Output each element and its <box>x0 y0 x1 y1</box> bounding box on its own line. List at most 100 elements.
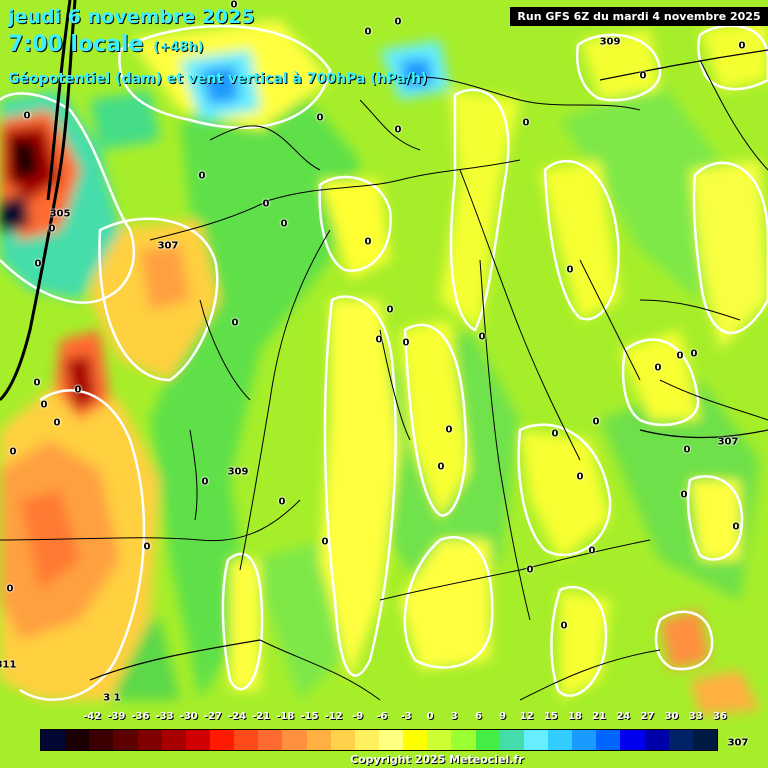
zero-label: 0 <box>394 16 402 28</box>
legend-swatch <box>523 730 548 750</box>
legend-tick-label: 15 <box>543 711 558 722</box>
zero-label: 0 <box>230 0 238 11</box>
zero-label: 0 <box>654 362 662 374</box>
zero-label: 0 <box>394 124 402 136</box>
local-time: 7:00 locale <box>8 32 144 57</box>
legend-swatch <box>451 730 476 750</box>
geo-label: 307 <box>717 436 739 448</box>
copyright: Copyright 2025 Meteociel.fr <box>350 753 524 766</box>
zero-label: 0 <box>690 348 698 360</box>
color-legend: -42 -39 -36 -33 -30 -27 -24 -21 -18 -15 -12 -9 -6 -3 0… <box>40 711 727 751</box>
zero-label: 0 <box>201 476 209 488</box>
legend-swatch <box>306 730 331 750</box>
legend-tick-label: -39 <box>107 711 126 722</box>
legend-tick-label: -6 <box>376 711 388 722</box>
legend-swatch <box>185 730 210 750</box>
zero-label: 0 <box>738 40 746 52</box>
legend-swatch <box>692 730 717 750</box>
legend-tick-label: -33 <box>155 711 174 722</box>
zero-label: 0 <box>437 461 445 473</box>
geopotential-thin-lines <box>89 49 768 681</box>
zero-label: 0 <box>198 170 206 182</box>
zero-label: 0 <box>551 428 559 440</box>
zero-label: 0 <box>445 424 453 436</box>
legend-tick-label: 12 <box>519 711 534 722</box>
legend-tick-label: -12 <box>324 711 343 722</box>
legend-swatch <box>644 730 669 750</box>
zero-label: 0 <box>40 399 48 411</box>
zero-label: 0 <box>592 416 600 428</box>
zero-label: 0 <box>526 564 534 576</box>
zero-label: 0 <box>732 521 740 533</box>
geopotential-isolines <box>0 0 77 402</box>
legend-swatch <box>137 730 162 750</box>
legend-tick-label: 0 <box>426 711 434 722</box>
legend-swatch <box>403 730 428 750</box>
legend-swatch <box>282 730 307 750</box>
zero-label: 0 <box>262 198 270 210</box>
geo-label: 307 <box>727 737 749 749</box>
legend-swatch <box>596 730 621 750</box>
legend-swatch <box>378 730 404 750</box>
legend-swatch <box>41 730 66 750</box>
zero-label: 0 <box>316 112 324 124</box>
legend-tick-label: -9 <box>352 711 364 722</box>
zero-label: 0 <box>23 110 31 122</box>
parameter-title: Géopotentiel (dam) et vent vertical à 70… <box>8 71 428 87</box>
legend-tick-label: 27 <box>640 711 655 722</box>
legend-tick-label: -24 <box>227 711 247 722</box>
zero-label: 0 <box>143 541 151 553</box>
legend-tick-label: 21 <box>592 711 607 722</box>
zero-label: 0 <box>74 384 82 396</box>
legend-swatch <box>209 730 235 750</box>
run-info: Run GFS 6Z du mardi 4 novembre 2025 <box>510 7 768 26</box>
zero-label: 0 <box>375 334 383 346</box>
geo-label: 309 <box>599 36 621 48</box>
lead-time: (+48h) <box>153 40 204 55</box>
legend-swatch <box>668 730 693 750</box>
legend-tick-label: 36 <box>712 711 727 722</box>
legend-tick-label: -21 <box>252 711 271 722</box>
zero-label: 0 <box>680 489 688 501</box>
legend-tick-label: -42 <box>83 711 102 722</box>
zero-label: 0 <box>676 350 684 362</box>
zero-label: 0 <box>576 471 584 483</box>
legend-swatch <box>234 730 259 750</box>
legend-tick-label: -18 <box>276 711 295 722</box>
forecast-date: jeudi 6 novembre 2025 <box>8 6 255 28</box>
legend-swatch <box>89 730 114 750</box>
zero-contours <box>0 24 768 701</box>
borders-coastlines <box>0 59 768 701</box>
legend-swatch <box>547 730 573 750</box>
geo-label: 305 <box>49 208 71 220</box>
zero-label: 0 <box>588 545 596 557</box>
legend-tick-label: -36 <box>131 711 150 722</box>
zero-label: 0 <box>33 377 41 389</box>
zero-label: 0 <box>280 218 288 230</box>
zero-label: 0 <box>34 258 42 270</box>
legend-tick-label: 18 <box>568 711 582 722</box>
legend-tick-label: 30 <box>664 711 679 722</box>
geo-label: 309 <box>227 466 249 478</box>
legend-tick-label: -15 <box>300 711 319 722</box>
geo-label: 3 1 <box>103 692 121 704</box>
zero-label: 0 <box>364 236 372 248</box>
geo-label: 311 <box>0 659 17 671</box>
zero-label: 0 <box>566 264 574 276</box>
legend-swatch <box>161 730 186 750</box>
legend-swatch <box>113 730 138 750</box>
zero-label: 0 <box>321 536 329 548</box>
zero-label: 0 <box>231 317 239 329</box>
legend-tick-label: 33 <box>688 711 703 722</box>
zero-label: 0 <box>522 117 530 129</box>
legend-tick-label: 3 <box>450 711 458 722</box>
legend-swatch <box>620 730 645 750</box>
geo-label: 307 <box>157 240 179 252</box>
legend-tick-label: -27 <box>203 711 222 722</box>
forecast-time: 7:00 locale (+48h) <box>8 32 204 57</box>
zero-label: 0 <box>560 620 568 632</box>
zero-label: 0 <box>386 304 394 316</box>
legend-swatch <box>499 730 524 750</box>
